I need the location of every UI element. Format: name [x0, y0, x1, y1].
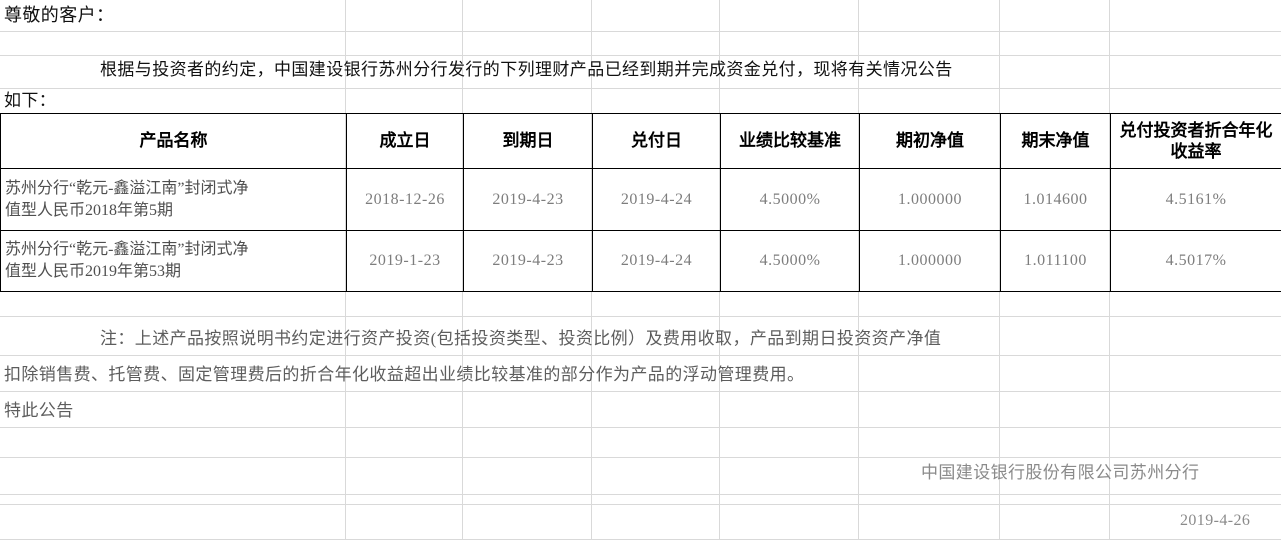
- gridline-horizontal: [0, 391, 1281, 392]
- cell-initial-nav: 1.000000: [859, 168, 1001, 231]
- cell-maturity-date: 2019-4-23: [463, 230, 593, 292]
- gridline-horizontal: [0, 291, 1281, 292]
- note-line2: 扣除销售费、托管费、固定管理费后的折合年化收益超出业绩比较基准的部分作为产品的浮…: [4, 365, 805, 384]
- salutation-text: 尊敬的客户：: [4, 5, 115, 25]
- cell-establish-date: 2019-1-23: [346, 230, 464, 292]
- cell-initial-nav: 1.000000: [859, 230, 1001, 292]
- cell-benchmark: 4.5000%: [720, 230, 860, 292]
- table-row[interactable]: 苏州分行“乾元-鑫溢江南”封闭式净 值型人民币2018年第5期 2018-12-…: [0, 168, 1281, 231]
- gridline-horizontal: [0, 504, 1281, 505]
- column-header-payment-date: 兑付日: [592, 113, 721, 169]
- gridline-horizontal: [0, 88, 1281, 89]
- gridline-horizontal: [0, 355, 1281, 356]
- table-row[interactable]: 苏州分行“乾元-鑫溢江南”封闭式净 值型人民币2019年第53期 2019-1-…: [0, 230, 1281, 292]
- cell-payment-date: 2019-4-24: [592, 168, 721, 231]
- intro-paragraph-line1: 根据与投资者的约定，中国建设银行苏州分行发行的下列理财产品已经到期并完成资金兑付…: [100, 60, 953, 79]
- gridline-horizontal: [0, 31, 1281, 32]
- cell-product-name: 苏州分行“乾元-鑫溢江南”封闭式净 值型人民币2018年第5期: [0, 168, 347, 231]
- gridline-horizontal: [0, 55, 1281, 56]
- signature-date: 2019-4-26: [1180, 512, 1251, 529]
- product-name-line2: 值型人民币2018年第5期: [5, 201, 174, 219]
- gridline-horizontal: [0, 457, 1281, 458]
- column-header-final-nav: 期末净值: [1000, 113, 1111, 169]
- gridline-horizontal: [0, 316, 1281, 317]
- gridline-horizontal: [0, 427, 1281, 428]
- cell-benchmark: 4.5000%: [720, 168, 860, 231]
- column-header-establish-date: 成立日: [346, 113, 464, 169]
- product-maturity-table[interactable]: 产品名称 成立日 到期日 兑付日 业绩比较基准 期初净值 期末净值 兑付投资者折…: [0, 113, 1281, 292]
- column-header-initial-nav: 期初净值: [859, 113, 1001, 169]
- cell-final-nav: 1.011100: [1000, 230, 1111, 292]
- column-header-annualized-yield: 兑付投资者折合年化收益率: [1110, 113, 1281, 169]
- table-header-row: 产品名称 成立日 到期日 兑付日 业绩比较基准 期初净值 期末净值 兑付投资者折…: [0, 113, 1281, 169]
- cell-annualized-yield: 4.5017%: [1110, 230, 1281, 292]
- cell-final-nav: 1.014600: [1000, 168, 1111, 231]
- cell-establish-date: 2018-12-26: [346, 168, 464, 231]
- note-line3: 特此公告: [4, 401, 74, 420]
- intro-paragraph-line2: 如下：: [4, 91, 57, 110]
- signature-company: 中国建设银行股份有限公司苏州分行: [921, 463, 1200, 482]
- product-name-line2: 值型人民币2019年第53期: [5, 263, 182, 280]
- column-header-benchmark: 业绩比较基准: [720, 113, 860, 169]
- cell-product-name: 苏州分行“乾元-鑫溢江南”封闭式净 值型人民币2019年第53期: [0, 230, 347, 292]
- column-header-maturity-date: 到期日: [463, 113, 593, 169]
- gridline-horizontal: [0, 494, 1281, 495]
- product-name-line1: 苏州分行“乾元-鑫溢江南”封闭式净: [5, 179, 249, 197]
- cell-annualized-yield: 4.5161%: [1110, 168, 1281, 231]
- column-header-product-name: 产品名称: [0, 113, 347, 169]
- product-name-line1: 苏州分行“乾元-鑫溢江南”封闭式净: [5, 241, 249, 259]
- note-line1: 注：上述产品按照说明书约定进行资产投资(包括投资类型、投资比例）及费用收取，产品…: [100, 329, 942, 348]
- cell-payment-date: 2019-4-24: [592, 230, 721, 292]
- cell-maturity-date: 2019-4-23: [463, 168, 593, 231]
